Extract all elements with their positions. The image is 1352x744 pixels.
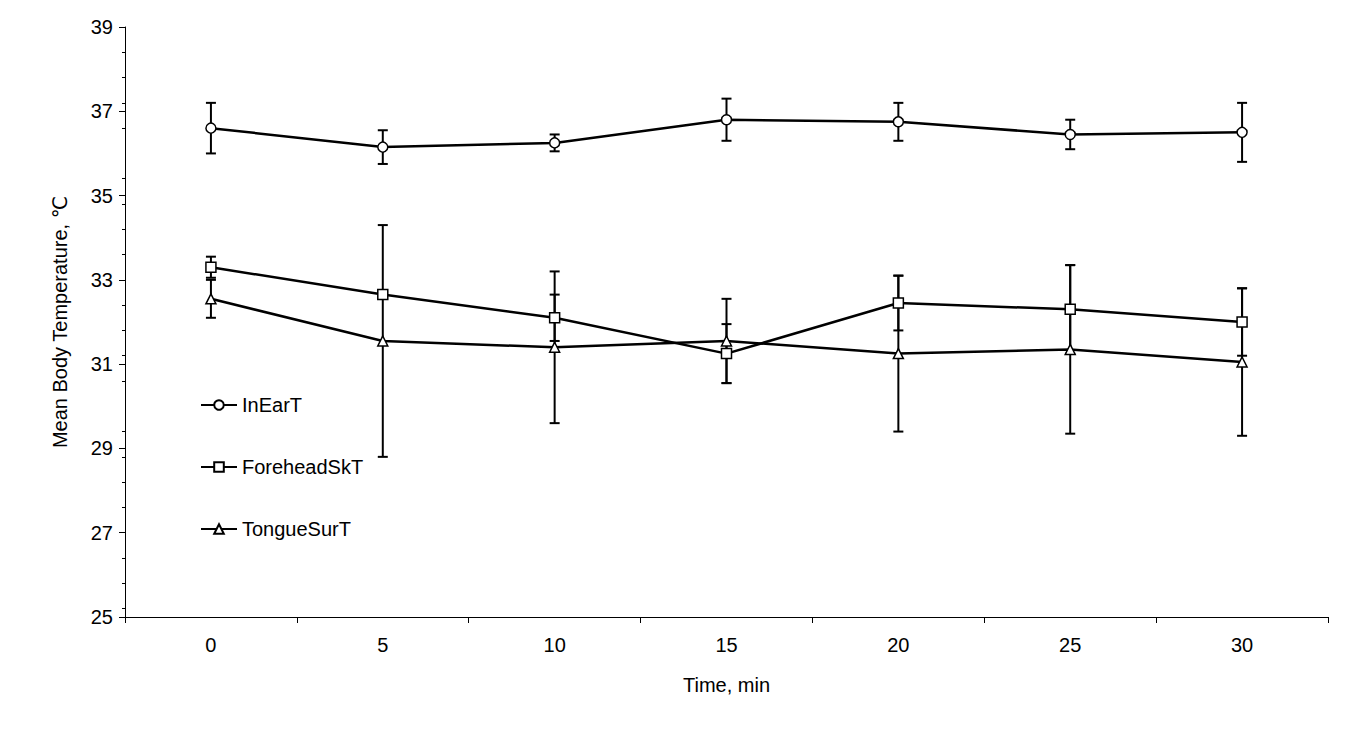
svg-text:33: 33 — [91, 269, 113, 291]
svg-text:35: 35 — [91, 185, 113, 207]
svg-text:37: 37 — [91, 100, 113, 122]
svg-text:10: 10 — [544, 634, 566, 656]
svg-text:15: 15 — [715, 634, 737, 656]
svg-text:29: 29 — [91, 437, 113, 459]
svg-text:31: 31 — [91, 353, 113, 375]
svg-text:30: 30 — [1231, 634, 1253, 656]
svg-text:InEarT: InEarT — [242, 394, 302, 416]
svg-text:5: 5 — [377, 634, 388, 656]
svg-text:39: 39 — [91, 16, 113, 38]
svg-text:25: 25 — [91, 606, 113, 628]
svg-text:20: 20 — [887, 634, 909, 656]
svg-text:0: 0 — [205, 634, 216, 656]
svg-text:Time, min: Time, min — [683, 674, 770, 696]
svg-text:TongueSurT: TongueSurT — [242, 518, 351, 540]
svg-text:27: 27 — [91, 522, 113, 544]
svg-text:Mean Body Temperature, ℃: Mean Body Temperature, ℃ — [49, 196, 71, 448]
svg-text:25: 25 — [1059, 634, 1081, 656]
svg-text:ForeheadSkT: ForeheadSkT — [242, 456, 363, 478]
